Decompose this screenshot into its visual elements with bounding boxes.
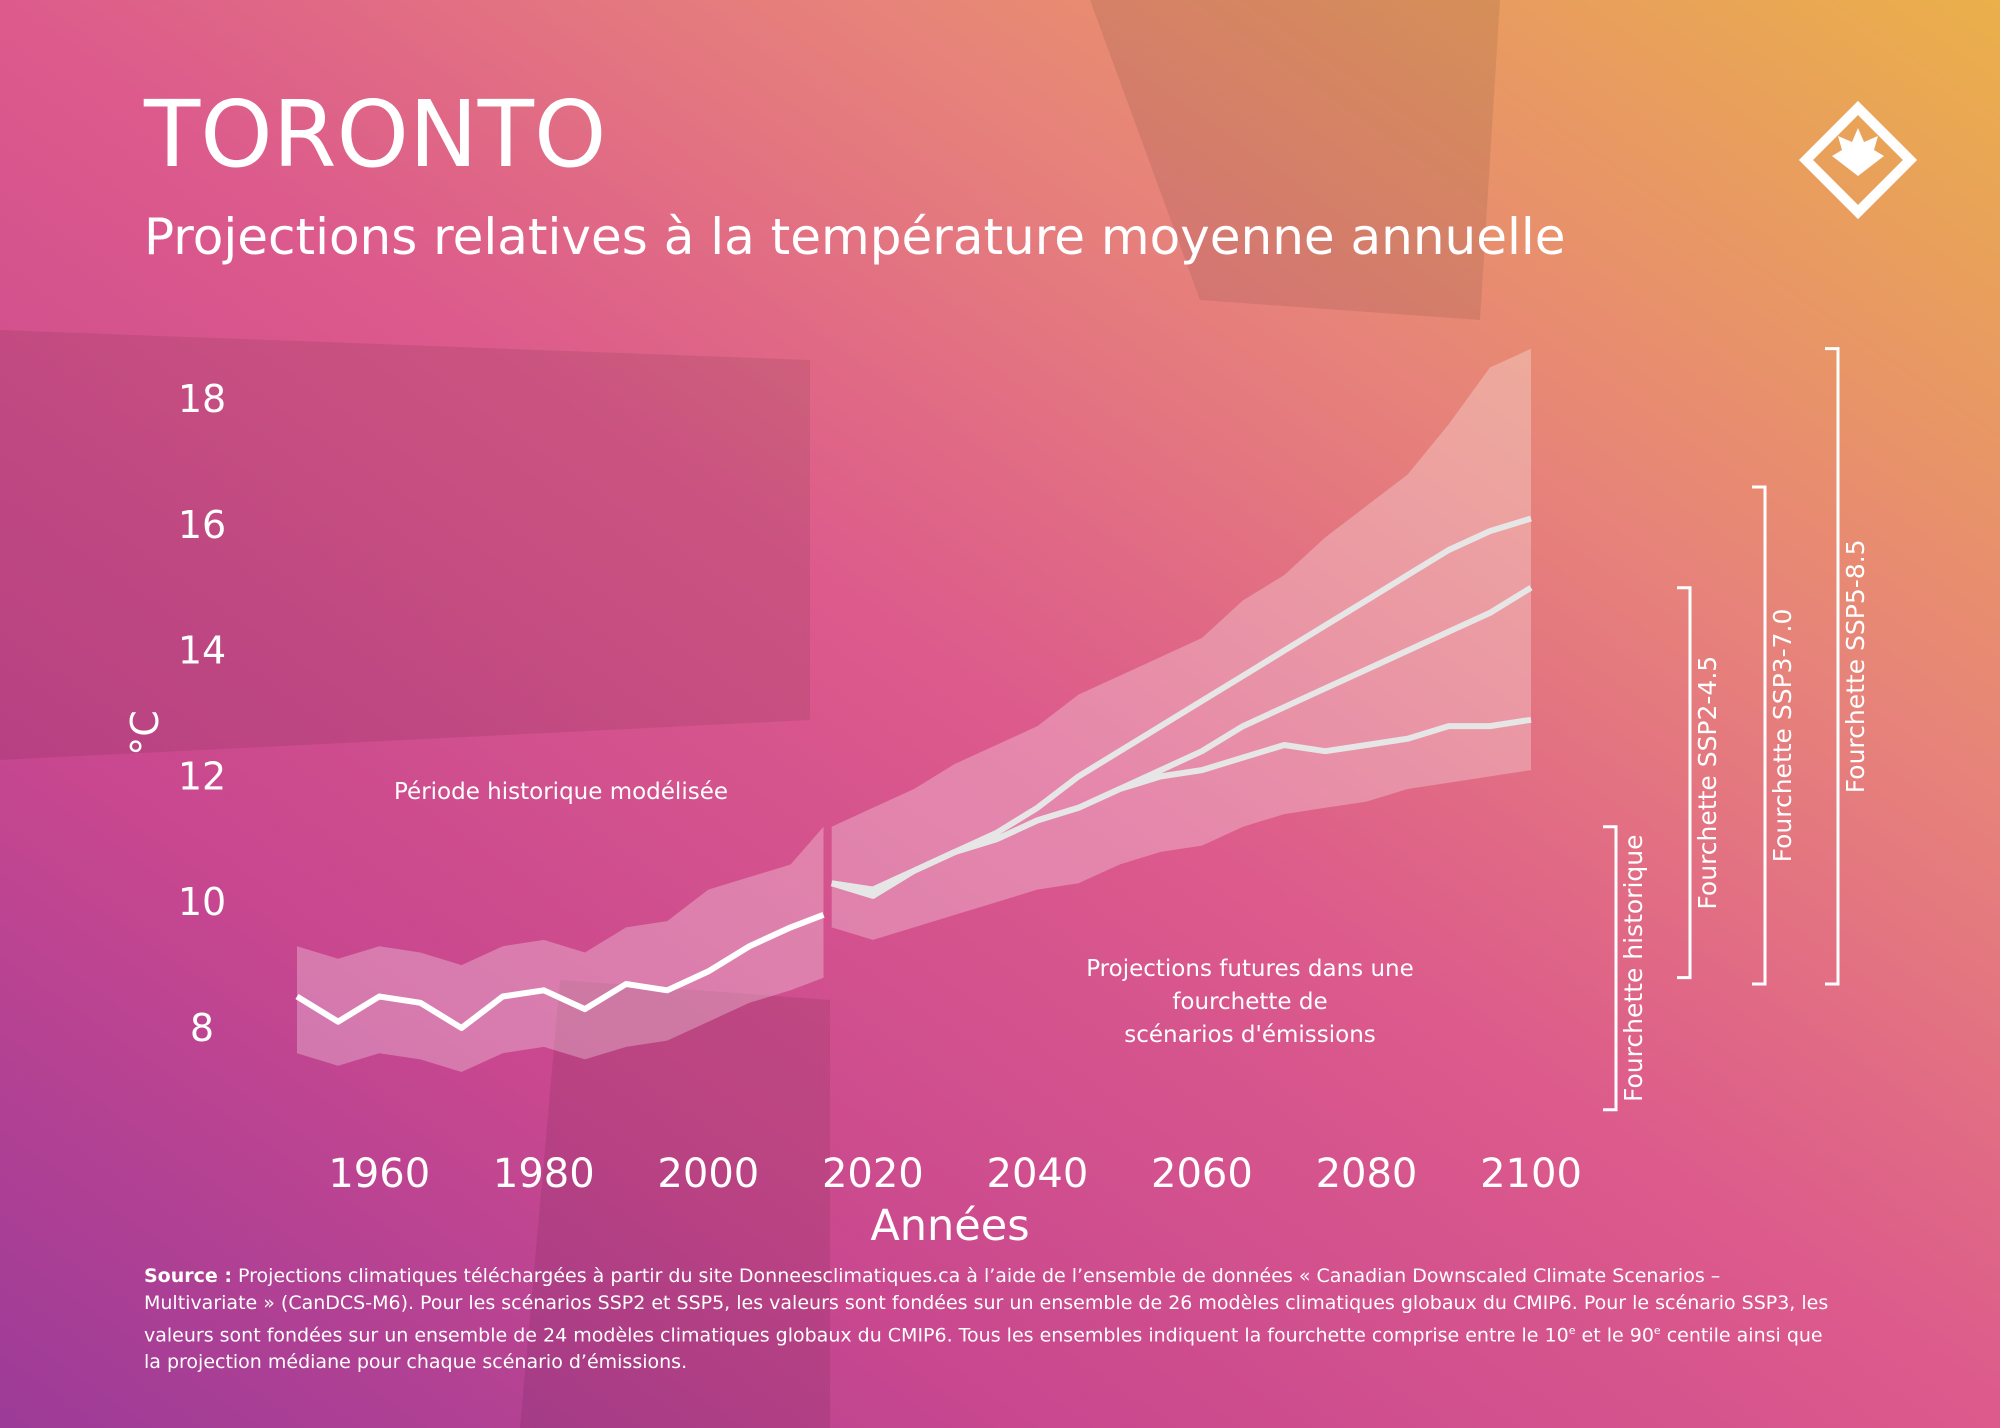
series-line [830, 515, 1532, 899]
annotation: scénarios d'émissions [1124, 1022, 1376, 1048]
title: TORONTO [143, 81, 606, 188]
building-shapes [0, 0, 1500, 1428]
y-tick-label: 10 [178, 880, 226, 924]
source-note: Source : Projections climatiques télécha… [144, 1263, 1834, 1376]
x-tick-label: 2020 [822, 1151, 924, 1197]
range-label: Fourchette SSP3-7.0 [1768, 609, 1797, 863]
x-tick-label: 2040 [987, 1151, 1089, 1197]
x-tick-label: 2100 [1480, 1151, 1582, 1197]
superscript: e [1653, 1324, 1661, 1337]
x-tick-label: 1960 [328, 1151, 430, 1197]
range-band [831, 348, 1531, 940]
range-label: Fourchette SSP2-4.5 [1693, 656, 1722, 910]
range-bracket [1603, 825, 1618, 1112]
range-bracket [1677, 586, 1692, 980]
x-tick-label: 2060 [1151, 1151, 1253, 1197]
x-axis-label: Années [870, 1201, 1029, 1251]
source-text: Projections climatiques téléchargées à p… [144, 1265, 1829, 1347]
source-text: centile ainsi que la projection médiane … [144, 1324, 1823, 1374]
y-tick-label: 18 [178, 377, 226, 421]
range-bracket [1752, 485, 1767, 986]
y-tick-label: 14 [178, 629, 226, 673]
y-tick-label: 12 [178, 754, 226, 798]
annotation: fourchette de [1172, 989, 1327, 1015]
y-axis-label: °C [123, 710, 167, 756]
range-label: Fourchette historique [1619, 834, 1648, 1102]
annotation: Période historique modélisée [394, 779, 728, 805]
logo [1798, 100, 1918, 220]
superscript: e [1568, 1324, 1576, 1337]
x-tick-label: 2080 [1316, 1151, 1418, 1197]
series-line [295, 911, 825, 1031]
x-tick-label: 1980 [493, 1151, 595, 1197]
annotation: Projections futures dans une [1086, 956, 1414, 982]
range-label: Fourchette SSP5-8.5 [1841, 539, 1870, 793]
x-tick-label: 2000 [657, 1151, 759, 1197]
source-text: et le 90 [1575, 1324, 1654, 1347]
y-tick-label: 8 [190, 1006, 214, 1050]
y-tick-label: 16 [178, 503, 226, 547]
range-bracket [1825, 347, 1840, 986]
subtitle: Projections relatives à la température m… [144, 208, 1566, 266]
source-label: Source : [144, 1265, 232, 1287]
